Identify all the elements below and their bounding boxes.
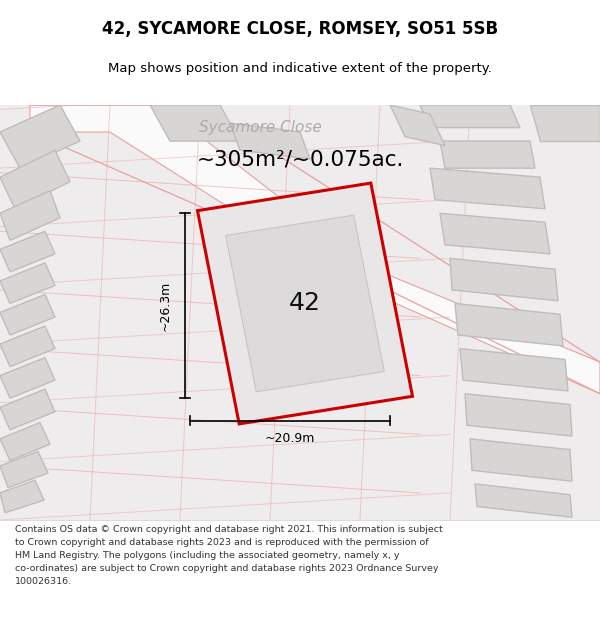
Text: Sycamore Close: Sycamore Close: [199, 120, 322, 135]
Polygon shape: [0, 231, 55, 272]
Polygon shape: [0, 191, 60, 241]
Polygon shape: [430, 168, 545, 209]
Polygon shape: [0, 389, 55, 430]
Polygon shape: [226, 215, 384, 392]
Text: ~305m²/~0.075ac.: ~305m²/~0.075ac.: [196, 149, 404, 169]
Polygon shape: [30, 105, 600, 394]
Polygon shape: [455, 304, 563, 346]
Polygon shape: [0, 150, 70, 209]
Polygon shape: [230, 123, 310, 159]
Polygon shape: [0, 357, 55, 398]
Polygon shape: [0, 294, 55, 335]
Text: 42, SYCAMORE CLOSE, ROMSEY, SO51 5SB: 42, SYCAMORE CLOSE, ROMSEY, SO51 5SB: [102, 21, 498, 38]
Polygon shape: [440, 213, 550, 254]
Polygon shape: [0, 480, 44, 512]
Text: ~26.3m: ~26.3m: [158, 281, 172, 331]
Polygon shape: [150, 105, 240, 141]
Text: Map shows position and indicative extent of the property.: Map shows position and indicative extent…: [108, 62, 492, 75]
Polygon shape: [0, 422, 50, 461]
Text: Contains OS data © Crown copyright and database right 2021. This information is : Contains OS data © Crown copyright and d…: [15, 525, 443, 586]
Polygon shape: [450, 258, 558, 301]
Polygon shape: [475, 484, 572, 518]
Text: 42: 42: [289, 291, 321, 316]
Polygon shape: [390, 105, 445, 146]
Polygon shape: [470, 439, 572, 481]
Polygon shape: [0, 263, 55, 304]
Polygon shape: [0, 105, 600, 520]
Polygon shape: [197, 183, 413, 424]
Polygon shape: [530, 105, 600, 141]
Text: ~20.9m: ~20.9m: [265, 432, 315, 445]
Polygon shape: [0, 326, 55, 367]
Polygon shape: [440, 141, 535, 168]
Polygon shape: [0, 451, 48, 488]
Polygon shape: [420, 105, 520, 127]
Polygon shape: [0, 105, 80, 168]
Polygon shape: [465, 394, 572, 436]
Polygon shape: [460, 349, 568, 391]
